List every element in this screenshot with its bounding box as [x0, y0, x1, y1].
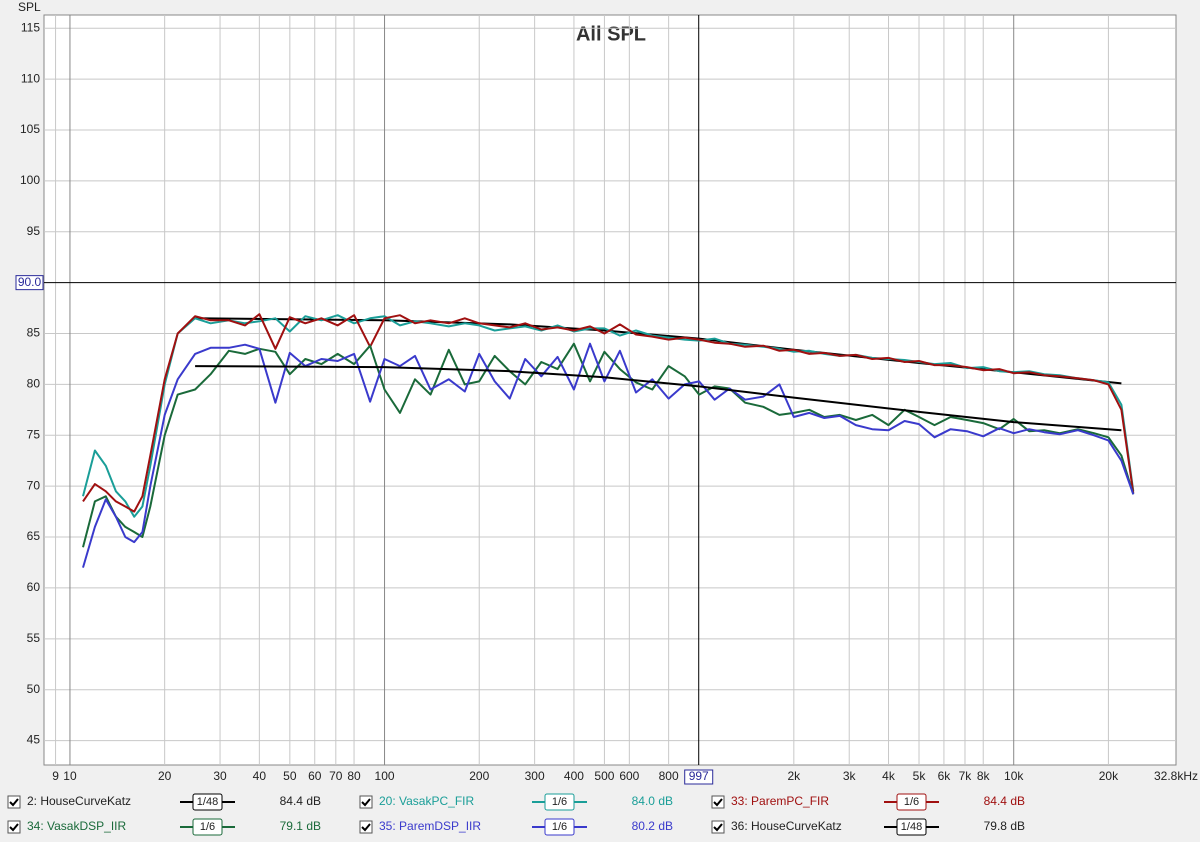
- legend-name[interactable]: 34: VasakDSP_IIR: [27, 819, 126, 833]
- x-tick-label: 800: [659, 769, 679, 783]
- checkbox[interactable]: [7, 795, 21, 809]
- x-tick-label: 40: [253, 769, 267, 783]
- x-tick-label: 20: [158, 769, 172, 783]
- x-tick-label: 300: [525, 769, 545, 783]
- x-tick-label: 200: [469, 769, 489, 783]
- checkbox-box: [711, 795, 725, 809]
- legend-name[interactable]: 2: HouseCurveKatz: [27, 794, 131, 808]
- legend-name[interactable]: 33: ParemPC_FIR: [731, 794, 829, 808]
- x-tick-label: 7k: [959, 769, 973, 783]
- checkbox[interactable]: [359, 795, 373, 809]
- x-tick-label: 70: [329, 769, 343, 783]
- checkbox[interactable]: [711, 820, 725, 834]
- y-tick-label: 100: [20, 173, 40, 187]
- y-tick-label: 95: [27, 224, 41, 238]
- y-tick-label: 55: [27, 631, 41, 645]
- checkbox[interactable]: [7, 820, 21, 834]
- y-tick-label: 75: [27, 427, 41, 441]
- x-tick-label: 30: [213, 769, 227, 783]
- spl-line: [195, 365, 1122, 432]
- smoothing-label: 1/6: [552, 796, 567, 808]
- legend-name[interactable]: 36: HouseCurveKatz: [731, 819, 842, 833]
- spl-line: [82, 342, 1135, 568]
- cursor-y-label: 90.0: [18, 275, 42, 289]
- spl-line: [82, 342, 1135, 548]
- y-tick-label: 85: [27, 326, 41, 340]
- y-tick-label: 80: [27, 377, 41, 391]
- spl-line: [82, 313, 1135, 513]
- cursor-box: [15, 275, 44, 291]
- x-tick-label: 8k: [977, 769, 991, 783]
- smoothing-box: [192, 793, 223, 811]
- x-tick-label: 20k: [1099, 769, 1119, 783]
- legend-level: 84.4 dB: [280, 794, 321, 808]
- checkbox-box: [7, 795, 21, 809]
- x-tick-label: 60: [308, 769, 322, 783]
- y-tick-label: 110: [21, 71, 40, 85]
- legend-level: 84.4 dB: [984, 794, 1025, 808]
- x-tick-label: 80: [347, 769, 361, 783]
- x-tick-label: 9: [52, 769, 59, 783]
- chart-title: All SPL: [576, 23, 646, 45]
- checkbox[interactable]: [359, 820, 373, 834]
- y-tick-label: 105: [20, 122, 40, 136]
- smoothing-label: 1/6: [200, 821, 215, 833]
- checkbox-box: [359, 820, 373, 834]
- checkbox-tick: [9, 798, 19, 807]
- x-tick-label: 600: [619, 769, 639, 783]
- x-tick-label: 100: [375, 769, 395, 783]
- checkbox-tick: [713, 823, 723, 832]
- legend-name[interactable]: 20: VasakPC_FIR: [379, 794, 474, 808]
- checkbox-tick: [713, 798, 723, 807]
- x-tick-label: 6k: [938, 769, 952, 783]
- smoothing-label: 1/48: [901, 821, 922, 833]
- cursor-box: [684, 769, 714, 785]
- x-tick-label: 10k: [1004, 769, 1024, 783]
- checkbox-box: [7, 820, 21, 834]
- x-tick-label: 3k: [843, 769, 857, 783]
- x-tick-label: 32.8kHz: [1154, 769, 1198, 783]
- smoothing-label: 1/48: [197, 796, 218, 808]
- x-tick-label: 5k: [913, 769, 927, 783]
- cursor-x-label: 997: [689, 769, 709, 783]
- y-tick-label: 45: [27, 733, 41, 747]
- checkbox-tick: [9, 823, 19, 832]
- x-tick-label: 4k: [882, 769, 896, 783]
- smoothing-box: [544, 793, 575, 811]
- legend-level: 79.8 dB: [984, 819, 1025, 833]
- x-tick-label: 2k: [787, 769, 801, 783]
- y-tick-label: 70: [27, 478, 41, 492]
- checkbox-box: [711, 820, 725, 834]
- x-tick-label: 500: [594, 769, 614, 783]
- plot-area: [43, 14, 1177, 766]
- x-tick-label: 50: [283, 769, 297, 783]
- y-tick-label: 60: [27, 580, 41, 594]
- checkbox-box: [359, 795, 373, 809]
- smoothing-box: [896, 818, 927, 836]
- y-tick-label: 65: [27, 529, 41, 543]
- smoothing-box: [896, 793, 927, 811]
- x-tick-label: 10: [63, 769, 77, 783]
- smoothing-label: 1/6: [552, 821, 567, 833]
- checkbox-tick: [361, 823, 371, 832]
- smoothing-box: [192, 818, 223, 836]
- x-tick-label: 400: [564, 769, 584, 783]
- y-tick-label: 115: [21, 20, 40, 34]
- checkbox[interactable]: [711, 795, 725, 809]
- legend-level: 84.0 dB: [632, 794, 673, 808]
- legend-name[interactable]: 35: ParemDSP_IIR: [379, 819, 481, 833]
- smoothing-label: 1/6: [904, 796, 919, 808]
- legend-level: 80.2 dB: [632, 819, 673, 833]
- y-tick-label: 50: [27, 682, 41, 696]
- legend-level: 79.1 dB: [280, 819, 321, 833]
- checkbox-tick: [361, 798, 371, 807]
- y-axis-label: SPL: [18, 0, 41, 14]
- smoothing-box: [544, 818, 575, 836]
